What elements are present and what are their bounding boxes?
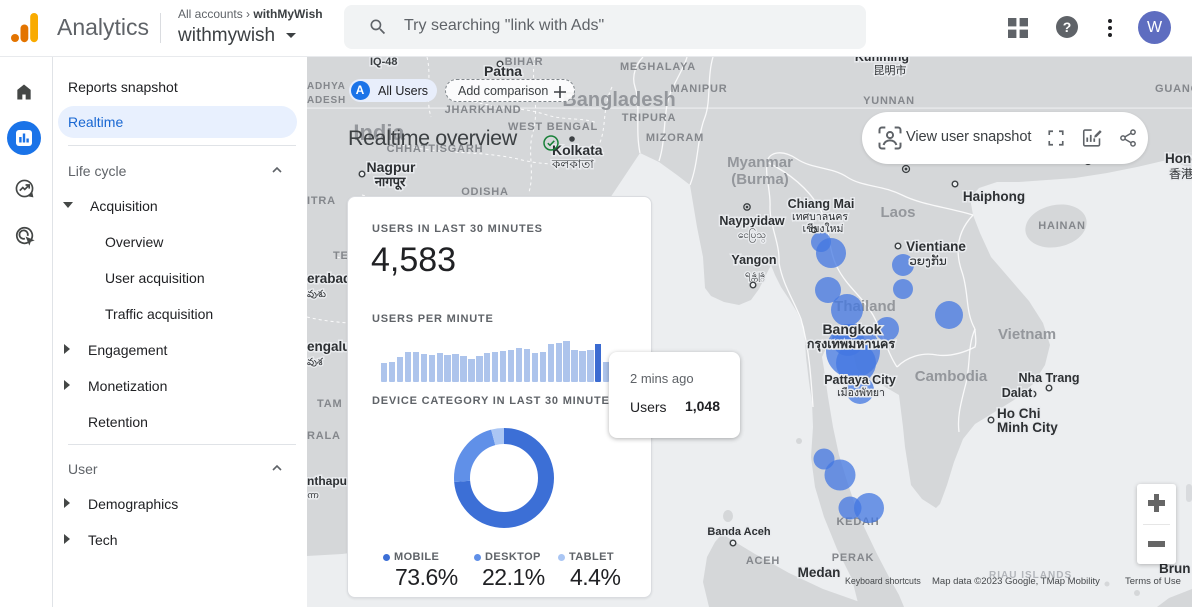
svg-text:ന്ന: ന്ന (307, 490, 319, 500)
svg-text:Yangon: Yangon (731, 253, 776, 267)
svg-text:CHHATTISGARH: CHHATTISGARH (387, 143, 484, 155)
svg-text:กรุงเทพมหานคร: กรุงเทพมหานคร (807, 337, 896, 352)
svg-text:Kolkata: Kolkata (552, 142, 603, 158)
svg-text:MIZORAM: MIZORAM (646, 132, 704, 144)
svg-text:ວຍງກັນ: ວຍງກັນ (909, 254, 947, 268)
svg-text:TAM: TAM (317, 398, 342, 410)
svg-text:Pattaya City: Pattaya City (824, 373, 896, 387)
svg-text:engalu: engalu (307, 339, 351, 354)
svg-text:erabad: erabad (307, 271, 351, 286)
svg-text:昆明市: 昆明市 (874, 63, 907, 77)
svg-text:ITRA: ITRA (307, 195, 336, 207)
svg-text:YUNNAN: YUNNAN (863, 95, 915, 107)
svg-text:TE: TE (333, 250, 349, 262)
svg-text:কলকাতা: কলকাতা (551, 157, 594, 171)
svg-text:nthapu: nthapu (307, 474, 347, 488)
svg-text:HAINAN: HAINAN (1038, 220, 1086, 232)
svg-text:వుశ: వుశ (307, 357, 324, 368)
svg-text:Chiang Mai: Chiang Mai (788, 197, 855, 211)
svg-text:ACEH: ACEH (746, 555, 780, 567)
svg-text:(Burma): (Burma) (731, 171, 789, 188)
svg-text:香港: 香港 (1169, 167, 1192, 181)
svg-text:TRIPURA: TRIPURA (622, 112, 677, 124)
svg-text:Medan: Medan (798, 565, 841, 580)
svg-text:Cambodia: Cambodia (915, 368, 988, 385)
svg-text:IQ-48: IQ-48 (370, 57, 398, 68)
svg-text:Patna: Patna (484, 63, 522, 79)
svg-text:नागपूर: नागपूर (374, 174, 406, 190)
svg-text:Bangkok: Bangkok (822, 321, 881, 337)
svg-text:వుశు: వుశు (307, 289, 326, 300)
svg-text:BIHAR: BIHAR (505, 57, 544, 68)
svg-text:JHARKHAND: JHARKHAND (445, 104, 522, 116)
svg-text:MEGHALAYA: MEGHALAYA (620, 61, 696, 73)
svg-text:ODISHA: ODISHA (461, 186, 509, 198)
svg-text:Nagpur: Nagpur (367, 159, 417, 175)
svg-text:ငေပြသ္: ငေပြသ္ (738, 227, 766, 243)
svg-text:Vietnam: Vietnam (998, 326, 1056, 343)
svg-text:RALA: RALA (307, 430, 341, 442)
svg-text:Banda Aceh: Banda Aceh (707, 526, 770, 538)
svg-text:Laos: Laos (880, 204, 915, 221)
svg-text:ရန္ကုန္: ရန္ကုန္ (745, 269, 766, 282)
svg-text:เมืองพัทยา: เมืองพัทยา (837, 386, 885, 399)
svg-text:Vientiane: Vientiane (906, 239, 966, 254)
svg-text:GUANGD: GUANGD (1155, 83, 1192, 95)
svg-text:Myanmar: Myanmar (727, 154, 793, 171)
svg-text:WEST BENGAL: WEST BENGAL (508, 121, 598, 133)
svg-text:Brun: Brun (1159, 561, 1191, 576)
svg-text:ADHYA: ADHYA (307, 81, 346, 92)
svg-text:Haiphong: Haiphong (963, 189, 1025, 204)
svg-text:RIAU ISLANDS: RIAU ISLANDS (989, 570, 1072, 581)
svg-text:เทศบาลนคร: เทศบาลนคร (792, 211, 848, 223)
svg-text:India: India (353, 120, 405, 145)
svg-text:Hong: Hong (1165, 151, 1192, 166)
svg-text:Naypyidaw: Naypyidaw (719, 214, 785, 228)
svg-text:Bangladesh: Bangladesh (562, 89, 675, 111)
svg-text:Ho Chi: Ho Chi (997, 406, 1041, 421)
svg-text:PERAK: PERAK (832, 552, 875, 564)
svg-text:Minh City: Minh City (997, 420, 1058, 435)
svg-text:เชียงใหม่: เชียงใหม่ (803, 222, 844, 235)
svg-text:Nha Trang: Nha Trang (1018, 371, 1079, 385)
svg-text:ADESH: ADESH (307, 95, 346, 106)
svg-text:Kunming: Kunming (855, 57, 909, 64)
svg-text:MANIPUR: MANIPUR (671, 83, 728, 95)
svg-text:Dalat: Dalat (1002, 386, 1033, 400)
